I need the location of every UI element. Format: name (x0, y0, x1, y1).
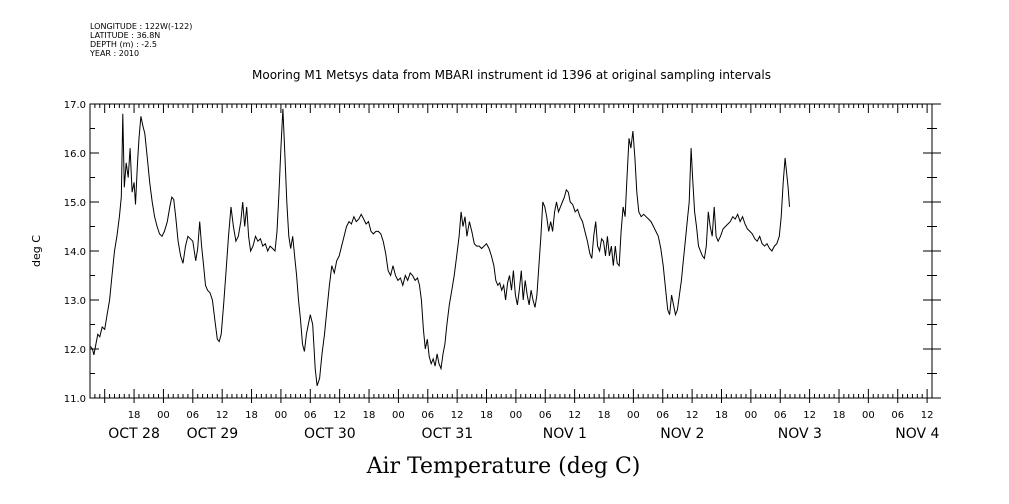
x-tick-label: 12 (568, 410, 581, 421)
y-axis-label: deg C (30, 235, 43, 267)
x-tick-label: 06 (774, 410, 787, 421)
date-label: NOV 2 (660, 426, 704, 442)
date-label: NOV 4 (895, 426, 939, 442)
x-tick-label: 06 (656, 410, 669, 421)
x-axis: 18 00 06 12 18 00 06 12 18 00 06 12 18 00 06 12 18 00 06 12… (89, 104, 939, 442)
date-label: NOV 3 (778, 426, 822, 442)
chart-title: Mooring M1 Metsys data from MBARI instru… (0, 68, 1009, 82)
x-tick-label: 12 (803, 410, 816, 421)
series-line-air-temperature (90, 108, 790, 386)
x-tick-label: 12 (216, 410, 229, 421)
x-tick-label: 18 (833, 410, 846, 421)
x-tick-label: 00 (392, 410, 405, 421)
date-label: OCT 28 (108, 426, 160, 442)
meta-depth: DEPTH (m) : -2.5 (90, 40, 157, 49)
date-label: NOV 1 (543, 426, 587, 442)
date-label: OCT 29 (187, 426, 239, 442)
x-tick-label: 18 (245, 410, 258, 421)
y-tick-label: 14.0 (64, 247, 86, 258)
metadata-block: LONGITUDE : 122W(-122) LATITUDE : 36.8N … (90, 22, 192, 58)
x-axis-title-text: Air Temperature (deg C) (366, 454, 641, 479)
x-tick-label: 18 (363, 410, 376, 421)
x-tick-label: 00 (510, 410, 523, 421)
y-tick-label: 16.0 (64, 149, 86, 160)
x-tick-label: 12 (686, 410, 699, 421)
x-tick-label: 06 (539, 410, 552, 421)
x-tick-label: 00 (862, 410, 875, 421)
meta-year: YEAR : 2010 (90, 49, 140, 58)
chart-title-text: Mooring M1 Metsys data from MBARI instru… (252, 68, 771, 82)
x-tick-label: 06 (304, 410, 317, 421)
x-axis-title: Air Temperature (deg C) (0, 454, 1009, 479)
x-tick-label: 06 (421, 410, 434, 421)
x-tick-label: 12 (921, 410, 934, 421)
x-tick-label: 18 (128, 410, 141, 421)
x-tick-label: 18 (598, 410, 611, 421)
date-label: OCT 30 (304, 426, 356, 442)
meta-longitude: LONGITUDE : 122W(-122) (90, 22, 193, 31)
y-tick-label: 15.0 (64, 198, 86, 209)
x-tick-label: 06 (891, 410, 904, 421)
x-tick-label: 06 (186, 410, 199, 421)
meta-latitude: LATITUDE : 36.8N (90, 31, 161, 40)
x-tick-label: 00 (157, 410, 170, 421)
y-tick-label: 13.0 (64, 296, 86, 307)
y-tick-label: 17.0 (64, 100, 86, 111)
x-tick-label: 00 (275, 410, 288, 421)
plot-frame (89, 103, 933, 399)
x-tick-label: 00 (745, 410, 758, 421)
x-tick-label: 00 (627, 410, 640, 421)
date-label: OCT 31 (422, 426, 474, 442)
x-tick-label: 12 (333, 410, 346, 421)
x-tick-label: 12 (451, 410, 464, 421)
x-tick-label: 18 (715, 410, 728, 421)
y-tick-label: 11.0 (64, 394, 86, 405)
x-tick-label: 18 (480, 410, 493, 421)
y-tick-label: 12.0 (64, 345, 86, 356)
y-axis: 11.0 12.0 13.0 14.0 15.0 16.0 17.0 (64, 100, 941, 405)
